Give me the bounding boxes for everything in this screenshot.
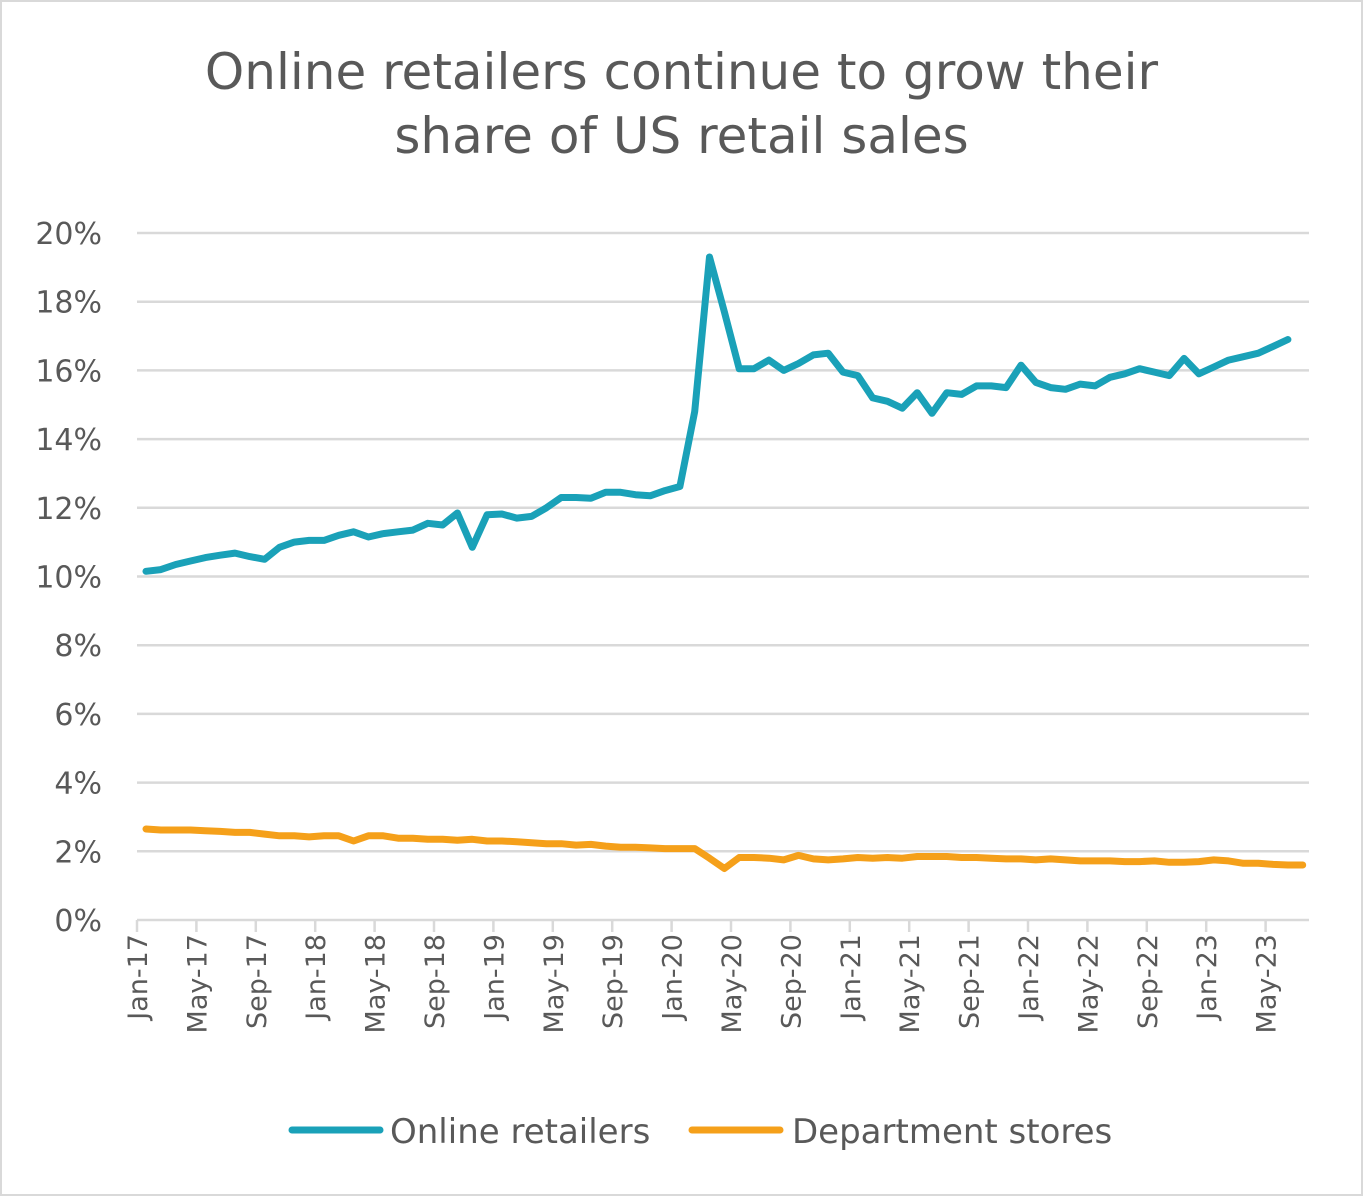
series-line (142, 825, 1307, 872)
x-tick-label: Sep-20 (776, 934, 807, 1029)
y-tick-label: 2% (54, 835, 102, 870)
x-tick-label: Jan-22 (1014, 934, 1045, 1022)
x-tick-label: Jan-23 (1192, 934, 1223, 1022)
chart-title-line-1: Online retailers continue to grow their (204, 43, 1159, 101)
y-tick-label: 14% (35, 423, 102, 458)
gridlines (137, 231, 1309, 853)
x-tick-label: Sep-18 (420, 934, 451, 1029)
y-axis: 0% 2% 4% 6% 8% 10% 12% 14% 16% 18% 20% (35, 217, 102, 939)
chart-title-line-2: share of US retail sales (394, 107, 969, 165)
chart-title: Online retailers continue to grow their … (0, 40, 1363, 168)
series-department-stores (142, 825, 1307, 872)
series-online-retailers (142, 253, 1292, 575)
legend-label: Online retailers (390, 1112, 650, 1152)
x-tick-label: Jan-17 (123, 934, 154, 1022)
y-tick-label: 20% (35, 217, 102, 252)
y-tick-label: 0% (54, 904, 102, 939)
y-tick-label: 18% (35, 286, 102, 321)
x-tick-label: May-20 (717, 934, 748, 1033)
y-tick-label: 12% (35, 492, 102, 527)
y-tick-label: 4% (54, 767, 102, 802)
x-tick-label: Jan-18 (301, 934, 332, 1022)
x-tick-label: Sep-22 (1133, 934, 1164, 1029)
x-axis: Jan-17 May-17 Sep-17 Jan-18 May-18 Sep-18 Jan-… (123, 920, 1283, 1033)
x-tick-label: May-18 (361, 934, 392, 1033)
legend-item: Department stores (688, 1112, 1112, 1152)
y-tick-label: 10% (35, 561, 102, 596)
legend-label: Department stores (792, 1112, 1112, 1152)
x-tick-label: May-23 (1252, 934, 1283, 1033)
x-tick-label: May-22 (1073, 934, 1104, 1033)
x-tick-label: May-21 (895, 934, 926, 1033)
legend-item: Online retailers (288, 1112, 650, 1152)
series-line (142, 253, 1292, 575)
x-tick-label: Jan-19 (479, 934, 510, 1022)
x-tick-label: Sep-17 (242, 934, 273, 1029)
x-tick-label: Jan-20 (658, 934, 689, 1022)
y-tick-label: 16% (35, 354, 102, 389)
legend: Online retailers Department stores (288, 1112, 1112, 1152)
x-tick-label: May-17 (182, 934, 213, 1033)
x-tick-label: May-19 (539, 934, 570, 1033)
y-tick-label: 8% (54, 629, 102, 664)
x-tick-label: Sep-21 (955, 934, 986, 1029)
x-tick-label: Jan-21 (836, 934, 867, 1022)
y-tick-label: 6% (54, 698, 102, 733)
x-tick-label: Sep-19 (598, 934, 629, 1029)
